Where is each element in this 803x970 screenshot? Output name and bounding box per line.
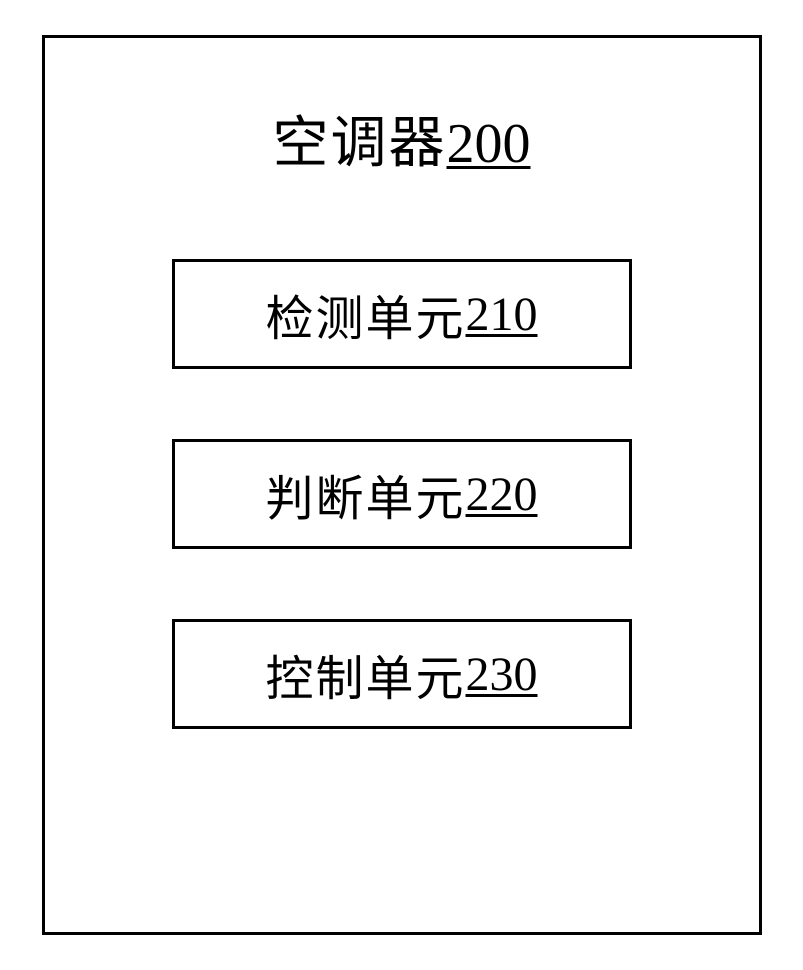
- unit-number: 220: [466, 467, 538, 522]
- diagram-title: 空调器 200: [273, 98, 531, 179]
- unit-box-control: 控制单元 230: [172, 619, 632, 729]
- diagram-outer-box: 空调器 200 检测单元 210 判断单元 220 控制单元 230: [42, 35, 762, 935]
- title-number: 200: [447, 112, 531, 176]
- title-text: 空调器: [273, 98, 447, 179]
- unit-label: 检测单元: [265, 279, 465, 349]
- unit-box-judgment: 判断单元 220: [172, 439, 632, 549]
- unit-box-detection: 检测单元 210: [172, 259, 632, 369]
- unit-label: 控制单元: [265, 639, 465, 709]
- unit-number: 210: [466, 287, 538, 342]
- unit-number: 230: [466, 647, 538, 702]
- unit-label: 判断单元: [265, 459, 465, 529]
